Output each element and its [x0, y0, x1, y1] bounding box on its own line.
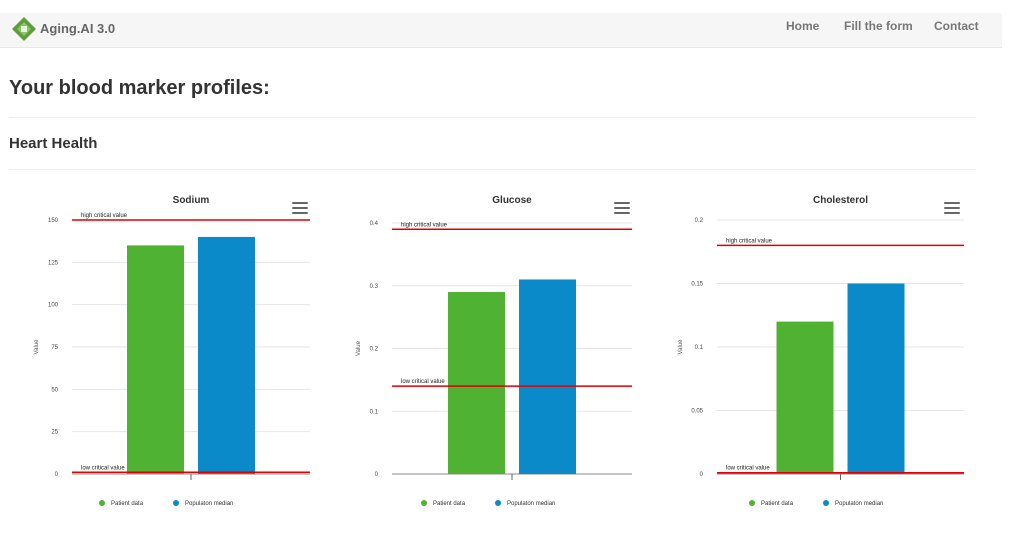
legend-label: Populaton median	[185, 501, 233, 507]
legend-marker	[495, 500, 501, 506]
section-title: Heart Health	[9, 135, 98, 152]
y-tick-label: 150	[48, 218, 59, 224]
critical-line-label: high critical value	[401, 222, 448, 228]
legend-marker	[99, 500, 105, 506]
y-axis-label: Value	[678, 339, 684, 355]
chart-glucose: Glucose Value 0 0.1 0.2 0.3 0.4 high critical v…	[332, 186, 652, 526]
critical-line-label: high critical value	[81, 213, 128, 219]
chart-svg: Glucose Value 0 0.1 0.2 0.3 0.4 high critical v…	[356, 195, 632, 507]
bar-patient	[776, 321, 834, 474]
y-tick-label: 0	[55, 472, 59, 478]
y-tick-label: 0.15	[691, 282, 703, 288]
nav-contact[interactable]: Contact	[934, 19, 979, 33]
chart-svg: Cholesterol Value 0 0.05 0.1 0.15 0.2 high crit…	[678, 195, 964, 507]
y-tick-label: 50	[51, 387, 58, 393]
bar-patient	[127, 245, 184, 474]
nav-home[interactable]: Home	[786, 19, 820, 33]
brand-name[interactable]: Aging.AI 3.0	[40, 21, 116, 36]
y-tick-label: 100	[48, 303, 59, 309]
critical-line-label: low critical value	[401, 379, 445, 385]
legend-label: Patient data	[111, 501, 144, 507]
divider	[9, 169, 976, 170]
divider	[9, 117, 976, 118]
navbar: Aging.AI 3.0 Home Fill the form Contact	[0, 13, 1002, 48]
chart-sodium: Sodium Value 0 25 50 75 100 125 150 high critical…	[10, 186, 330, 526]
y-tick-label: 0.05	[691, 409, 703, 415]
chart-title: Cholesterol	[813, 195, 868, 206]
y-axis-label: Value	[34, 339, 40, 355]
y-tick-label: 0	[375, 472, 379, 478]
legend-label: Populaton median	[507, 501, 555, 507]
chart-title: Sodium	[173, 195, 210, 206]
legend-marker	[749, 500, 755, 506]
bar-patient	[448, 292, 505, 474]
brand-logo-icon	[12, 17, 36, 41]
brand-logo[interactable]	[10, 16, 38, 44]
bar-population	[847, 283, 905, 474]
chart-cholesterol: Cholesterol Value 0 0.05 0.1 0.15 0.2 high crit…	[654, 186, 974, 526]
critical-line-label: low critical value	[81, 465, 125, 471]
legend-marker	[421, 500, 427, 506]
chart-menu-icon[interactable]	[944, 202, 960, 214]
critical-line-label: low critical value	[726, 466, 770, 472]
y-tick-label: 0	[700, 472, 704, 478]
y-tick-label: 0.3	[370, 284, 379, 290]
y-axis-label: Value	[356, 340, 362, 356]
y-tick-label: 0.2	[695, 218, 704, 224]
y-tick-label: 0.1	[695, 345, 704, 351]
y-tick-label: 25	[51, 430, 58, 436]
page-title: Your blood marker profiles:	[9, 77, 270, 99]
y-tick-label: 0.4	[370, 221, 379, 227]
y-tick-label: 0.2	[370, 347, 379, 353]
legend-marker	[823, 500, 829, 506]
critical-line-label: high critical value	[726, 238, 773, 244]
chart-title: Glucose	[492, 195, 532, 206]
legend-marker	[173, 500, 179, 506]
chart-menu-icon[interactable]	[614, 202, 630, 214]
bar-population	[198, 236, 255, 474]
chart-menu-icon[interactable]	[292, 202, 308, 214]
y-tick-label: 75	[51, 345, 58, 351]
legend-label: Patient data	[761, 501, 794, 507]
nav-fill-form[interactable]: Fill the form	[844, 19, 913, 33]
y-tick-label: 125	[48, 260, 59, 266]
bar-population	[519, 279, 576, 474]
chart-svg: Sodium Value 0 25 50 75 100 125 150 high critical…	[34, 195, 310, 507]
legend-label: Patient data	[433, 501, 466, 507]
y-tick-label: 0.1	[370, 409, 379, 415]
legend-label: Populaton median	[835, 501, 883, 507]
